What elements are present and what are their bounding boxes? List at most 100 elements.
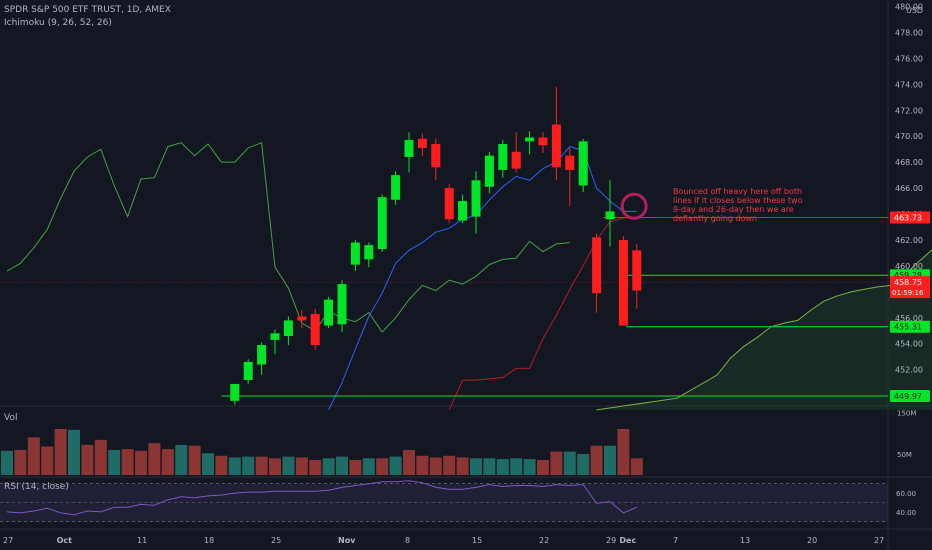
candle-body <box>632 250 642 291</box>
time-tick-label: 13 <box>740 536 750 545</box>
candle-body <box>257 345 267 365</box>
currency-label: USD <box>906 6 924 15</box>
volume-bar <box>255 456 268 475</box>
countdown-label: 01:59:16 <box>892 289 924 297</box>
volume-tick-label: 150M <box>897 409 916 417</box>
rsi-tick-label: 60.00 <box>896 490 916 498</box>
volume-bar <box>362 458 375 475</box>
volume-bar <box>68 429 80 475</box>
candle-body <box>484 155 494 187</box>
volume-bar <box>228 457 241 475</box>
price-tick-label: 454.00 <box>895 340 923 349</box>
rsi-tick-label: 40.00 <box>896 509 916 517</box>
level-price-label: 459.28 <box>894 271 922 280</box>
volume-bar <box>269 458 281 475</box>
level-price-label-bg <box>890 211 930 224</box>
volume-bar <box>295 457 308 475</box>
volume-legend: Vol <box>4 413 18 423</box>
candle-body <box>297 316 307 321</box>
candle-body <box>417 138 427 148</box>
time-tick-label: 11 <box>137 536 147 545</box>
candle-body <box>391 175 401 200</box>
candle-body <box>458 201 468 221</box>
time-tick-label: Dec <box>619 536 636 545</box>
candle-body <box>618 239 628 326</box>
volume-bar <box>135 450 147 475</box>
annotation-circle <box>620 192 648 220</box>
volume-bar <box>188 445 201 475</box>
volume-bar <box>537 459 549 475</box>
volume-bar <box>81 444 94 475</box>
time-tick-label: 27 <box>3 536 13 545</box>
volume-bar <box>161 449 174 475</box>
volume-bar <box>215 455 228 475</box>
candle-body <box>404 140 414 157</box>
time-tick-label: 20 <box>807 536 817 545</box>
price-tick-label: 460.00 <box>895 262 923 271</box>
volume-bar <box>94 439 107 475</box>
time-tick-label: 18 <box>204 536 214 545</box>
volume-bar <box>309 459 322 475</box>
price-tick-label: 462.00 <box>895 236 923 245</box>
price-tick-label: 470.00 <box>895 132 923 141</box>
ichimoku-cloud <box>596 249 932 410</box>
candle-body <box>444 188 454 220</box>
volume-bar <box>429 457 442 475</box>
candle-body <box>592 237 602 294</box>
volume-bar <box>376 458 389 475</box>
candle-body <box>377 197 387 250</box>
time-tick-label: 29 <box>606 536 616 545</box>
volume-bar <box>403 449 415 475</box>
level-price-label: 449.97 <box>894 392 922 401</box>
time-tick-label: 7 <box>673 536 678 545</box>
price-tick-label: 468.00 <box>895 158 923 167</box>
volume-bar <box>202 453 214 475</box>
indicator-legend[interactable]: Ichimoku (9, 26, 52, 26) <box>4 18 112 28</box>
candle-body <box>350 242 360 265</box>
candle-body <box>578 141 588 186</box>
candle-body <box>230 383 240 401</box>
volume-bar <box>175 444 188 475</box>
candle-body <box>498 143 508 170</box>
volume-bar <box>1 450 13 475</box>
price-tick-label: 474.00 <box>895 80 923 89</box>
volume-bar <box>630 458 643 475</box>
candle-body <box>565 155 575 170</box>
level-price-label: 455.31 <box>894 323 922 332</box>
price-tick-label: 480.00 <box>895 2 923 11</box>
last-price-label: 458.75 <box>894 278 922 287</box>
volume-bar <box>443 455 456 475</box>
lagging-span-line <box>6 141 570 333</box>
volume-bar <box>54 429 67 475</box>
last-price-badge <box>890 276 930 299</box>
volume-bar <box>456 457 469 475</box>
rsi-legend[interactable]: RSI (14, close) <box>4 482 69 492</box>
volume-bar <box>563 451 576 475</box>
volume-bar <box>14 449 27 475</box>
volume-bar <box>604 445 616 475</box>
candle-body <box>310 313 320 346</box>
rsi-line <box>6 480 637 516</box>
level-price-label-bg <box>890 320 930 333</box>
candle-body <box>270 333 280 340</box>
volume-bar <box>349 459 362 475</box>
time-tick-label: Oct <box>57 536 73 545</box>
volume-tick-label: 50M <box>897 451 912 459</box>
volume-bar <box>121 449 134 475</box>
candle-body <box>243 361 253 381</box>
candle-body <box>511 151 521 169</box>
volume-bar <box>510 458 523 475</box>
volume-bar <box>496 459 509 475</box>
candle-body <box>471 180 481 217</box>
candle-body <box>525 137 535 142</box>
volume-bar <box>470 458 482 475</box>
price-tick-label: 456.00 <box>895 314 923 323</box>
volume-bar <box>523 459 536 475</box>
volume-bar <box>336 456 348 475</box>
time-tick-label: 27 <box>874 536 884 545</box>
candle-body <box>431 143 441 168</box>
volume-bar <box>108 449 121 475</box>
volume-bar <box>617 429 630 475</box>
volume-bar <box>550 451 563 475</box>
